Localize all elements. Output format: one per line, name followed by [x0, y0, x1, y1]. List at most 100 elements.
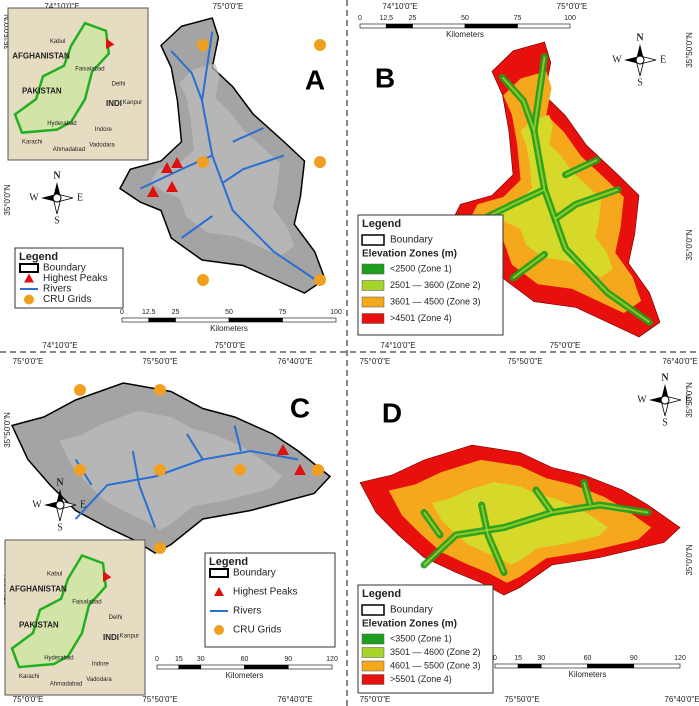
scale-unit: Kilometers [446, 30, 484, 39]
legend-item: <3500 (Zone 1) [390, 633, 452, 643]
scale-segment [175, 317, 230, 323]
peak [161, 162, 173, 173]
legend-swatch [361, 296, 385, 308]
legend-title: Legend [362, 218, 401, 230]
scale-label: 25 [409, 15, 417, 22]
compass-letter: E [80, 499, 86, 510]
coord-label: 74°10'0"E [380, 341, 415, 350]
legend-item: CRU Grids [233, 625, 281, 636]
legend-swatch [361, 674, 385, 685]
scale-segment [148, 317, 176, 323]
scale-label: 90 [630, 655, 638, 662]
inset-label: Kanpur [123, 100, 142, 106]
scale-segment [517, 23, 571, 29]
zone-2-band [423, 511, 441, 536]
compass-letter: S [637, 77, 643, 88]
legend-icon [19, 263, 39, 273]
legend-subtitle: Elevation Zones (m) [362, 249, 457, 260]
inset-label: PAKISTAN [19, 620, 59, 629]
peak [277, 444, 289, 455]
coord-label: 35°50'0"N [3, 412, 12, 448]
coord-label: 35°50'0"N [685, 32, 694, 68]
river [232, 127, 264, 143]
coord-label: 75°50'0"E [507, 357, 542, 366]
compass-letter: E [685, 394, 691, 405]
panel-label: C [290, 392, 310, 423]
scale-label: 60 [241, 656, 249, 663]
cru-grid [314, 156, 326, 168]
coord-label: 76°40'0"E [277, 695, 312, 704]
river [74, 449, 299, 520]
inset-label: Delhi [112, 82, 126, 88]
legend-icon [361, 234, 385, 246]
scale-label: 100 [330, 309, 342, 316]
scale-segment [633, 663, 681, 669]
scale-label: 0 [155, 656, 159, 663]
legend-title: Legend [209, 556, 248, 568]
scale-segment [282, 317, 337, 323]
scale-label: 0 [493, 655, 497, 662]
inset-label: Kabul [47, 572, 62, 578]
inset-label: Faisalabad [75, 66, 104, 72]
compass-letter: W [29, 192, 39, 203]
peak [171, 157, 183, 168]
compass-letter: N [636, 32, 644, 43]
river [170, 50, 203, 101]
scale-segment [359, 23, 387, 29]
coord-label: 75°0'0"E [550, 341, 581, 350]
legend-item: Boundary [390, 605, 433, 616]
cru-grid [154, 464, 166, 476]
inset-label: Hyderabad [47, 121, 76, 127]
river [221, 154, 285, 184]
scale-label: 12.5 [379, 15, 393, 22]
legend-item: 3501 — 4600 (Zone 2) [390, 647, 481, 657]
scale-label: 12.5 [142, 309, 156, 316]
scale-segment [385, 23, 413, 29]
coord-label: 75°0'0"E [215, 341, 246, 350]
legend-title: Legend [19, 251, 58, 263]
legend-item: 2501 — 3600 (Zone 2) [390, 280, 481, 290]
compass-letter: W [612, 54, 622, 65]
compass-letter: S [54, 215, 60, 226]
coord-label: 75°0'0"E [13, 695, 44, 704]
compass-center [55, 500, 65, 510]
coord-label: 75°50'0"E [504, 695, 539, 704]
coord-label: 35°50'0"N [685, 382, 694, 418]
zone-2-band [480, 504, 505, 573]
scale-label: 30 [197, 656, 205, 663]
cru-grid [312, 464, 324, 476]
panel-label: D [382, 397, 402, 428]
inset-country [10, 553, 108, 669]
inset-study-area [106, 38, 115, 50]
legend-item: >4501 (Zone 4) [390, 313, 452, 323]
zone-2-area [497, 115, 613, 278]
coord-label: 76°40'0"E [664, 695, 699, 704]
inset-label: Delhi [109, 615, 123, 621]
inset-label: INDI [106, 99, 122, 108]
panel-label: B [375, 62, 395, 93]
scale-segment [412, 23, 466, 29]
compass-center [660, 395, 670, 405]
coord-label: 76°40'0"E [277, 357, 312, 366]
scale-segment [228, 317, 283, 323]
scale-unit: Kilometers [226, 671, 264, 680]
peak [294, 464, 306, 475]
inset-label: Karachi [22, 139, 42, 145]
legend-swatch [361, 280, 385, 291]
coord-label: 75°50'0"E [142, 357, 177, 366]
legend-icon [209, 568, 229, 578]
cru-grid [314, 274, 326, 286]
legend-swatch [361, 647, 385, 658]
coord-label: 35°0'0"N [685, 544, 694, 575]
legend-item: 4601 — 5500 (Zone 3) [390, 660, 481, 670]
coord-label: 75°0'0"E [360, 695, 391, 704]
compass-letter: E [660, 54, 666, 65]
scale-label: 120 [674, 655, 686, 662]
inset-country [13, 21, 111, 134]
legend-item: Boundary [43, 263, 86, 274]
legend-icon [24, 294, 34, 305]
inset-label: AFGHANISTAN [9, 585, 67, 594]
cru-grid [74, 384, 86, 396]
scale-segment [200, 664, 245, 670]
legend-title: Legend [362, 588, 401, 600]
